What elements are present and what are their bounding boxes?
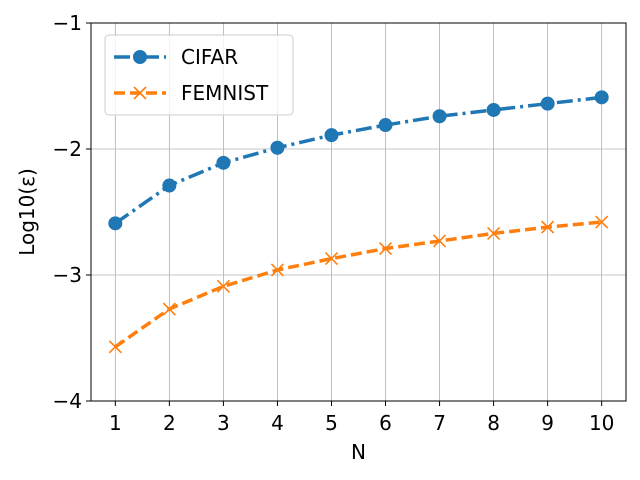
femnist-point — [541, 220, 555, 234]
femnist-point — [108, 340, 122, 354]
x-tick-label: 8 — [487, 411, 500, 435]
cifar-point — [540, 96, 555, 111]
x-tick-label: 2 — [163, 411, 176, 435]
x-tick-label: 5 — [325, 411, 338, 435]
y-tick-label: −3 — [53, 263, 82, 287]
x-tick-label: 9 — [541, 411, 554, 435]
x-marker-stroke — [541, 220, 555, 234]
cifar-point — [108, 216, 123, 231]
cifar-point — [324, 128, 339, 143]
x-marker-stroke — [487, 226, 501, 240]
femnist-point — [216, 279, 230, 293]
cifar-point — [216, 155, 231, 170]
x-marker-stroke — [270, 263, 285, 277]
x-tick-label: 10 — [589, 411, 614, 435]
x-tick-label: 1 — [109, 411, 122, 435]
cifar-point — [162, 178, 177, 193]
x-axis-label: N — [351, 440, 366, 464]
x-tick-label: 4 — [271, 411, 284, 435]
y-tick-label: −1 — [53, 11, 82, 35]
femnist-point — [378, 241, 393, 256]
cifar-legend-marker — [133, 50, 147, 64]
x-marker-stroke — [133, 86, 147, 100]
femnist-point — [270, 263, 285, 277]
femnist-point — [162, 302, 176, 316]
y-tick-label: −4 — [53, 389, 82, 413]
x-tick-label: 7 — [433, 411, 446, 435]
cifar-legend-label: CIFAR — [181, 45, 238, 69]
cifar-point — [594, 90, 609, 105]
femnist-series-line — [114, 220, 602, 349]
cifar-point — [270, 140, 285, 155]
femnist-legend-label: FEMNIST — [181, 81, 269, 105]
series-layer — [108, 90, 609, 354]
y-tick-label: −2 — [53, 137, 82, 161]
x-tick-label: 3 — [217, 411, 230, 435]
femnist-point — [595, 215, 609, 229]
x-marker-stroke — [216, 279, 230, 293]
cifar-point — [378, 118, 393, 133]
femnist-point — [324, 252, 339, 266]
cifar-point — [432, 109, 447, 124]
x-marker-stroke — [324, 252, 339, 266]
x-marker-stroke — [378, 241, 393, 256]
y-axis-label: Log10(ε) — [15, 168, 39, 256]
legend: CIFAR FEMNIST — [104, 34, 294, 116]
x-ticks: 1 2 3 4 5 6 7 8 9 10 — [109, 401, 614, 435]
legend-box — [104, 34, 294, 116]
femnist-point — [487, 226, 501, 240]
x-marker-stroke — [162, 302, 176, 316]
plot-frame — [90, 22, 627, 402]
x-marker-stroke — [595, 215, 609, 229]
y-ticks: −4 −3 −2 −1 — [53, 11, 91, 413]
femnist-point — [432, 234, 447, 248]
x-tick-label: 6 — [379, 411, 392, 435]
cifar-series-line — [114, 95, 602, 225]
x-marker-stroke — [432, 234, 447, 248]
x-marker-stroke — [108, 340, 122, 354]
femnist-legend-marker — [133, 86, 147, 100]
cifar-point — [486, 102, 501, 117]
